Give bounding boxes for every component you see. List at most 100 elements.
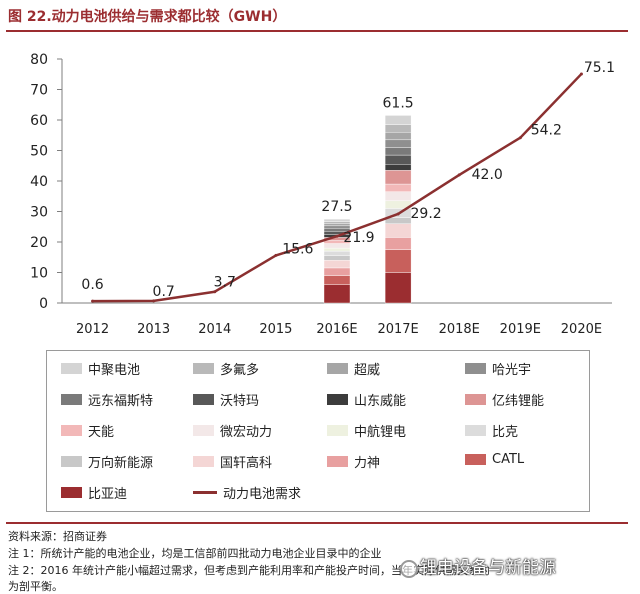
y-tick-label: 60 — [30, 113, 48, 129]
legend-item: 中航锂电 — [327, 421, 406, 440]
y-tick-label: 40 — [30, 174, 48, 190]
legend-item: 动力电池需求 — [193, 483, 301, 502]
demand-point — [518, 136, 522, 140]
legend-label: 天能 — [88, 425, 115, 440]
legend-item: 国轩高科 — [193, 452, 272, 471]
y-tick-label: 20 — [30, 235, 48, 251]
x-tick-label: 2020E — [561, 322, 602, 337]
y-tick-label: 80 — [30, 52, 48, 68]
legend-color-swatch — [193, 425, 214, 436]
bar-total-label: 27.5 — [321, 199, 352, 215]
legend-item: 多氟多 — [193, 359, 259, 378]
legend-label: 超威 — [354, 363, 381, 378]
legend-item: 力神 — [327, 452, 380, 471]
legend-label: 国轩高科 — [220, 456, 273, 471]
legend-label: 中航锂电 — [354, 425, 407, 440]
legend-color-swatch — [61, 363, 82, 374]
legend-item: 超威 — [327, 359, 380, 378]
demand-point — [152, 299, 156, 303]
demand-value-label: 21.9 — [343, 230, 374, 246]
legend-item: 山东威能 — [327, 390, 406, 409]
legend-item: 万向新能源 — [61, 452, 153, 471]
source-note: 资料来源：招商证券 — [8, 530, 107, 543]
demand-point — [396, 212, 400, 216]
demand-value-label: 29.2 — [411, 206, 442, 222]
demand-point — [91, 299, 95, 303]
legend-label: 动力电池需求 — [223, 487, 302, 502]
bar-segment — [323, 267, 351, 276]
legend-color-swatch — [465, 454, 486, 465]
demand-point — [579, 72, 583, 76]
legend-item: 远东福斯特 — [61, 390, 153, 409]
bar-segment — [384, 115, 412, 125]
legend-color-swatch — [61, 456, 82, 467]
demand-point — [457, 173, 461, 177]
bar-segment — [384, 154, 412, 165]
demand-point — [335, 234, 339, 238]
bar-segment — [323, 260, 351, 269]
x-tick-label: 2019E — [500, 322, 541, 337]
legend-color-swatch — [327, 363, 348, 374]
bar-segment — [323, 218, 351, 222]
legend-label: 万向新能源 — [88, 456, 154, 471]
legend-label: 中聚电池 — [88, 363, 141, 378]
legend-label: 比克 — [492, 425, 519, 440]
legend-color-swatch — [327, 425, 348, 436]
legend-color-swatch — [327, 394, 348, 405]
demand-line — [91, 72, 583, 303]
bar-segment — [384, 170, 412, 185]
watermark-logo-icon — [400, 560, 418, 578]
bar-segment — [384, 249, 412, 273]
bar-segment — [384, 183, 412, 192]
x-tick-label: 2017E — [377, 322, 418, 337]
legend-label: CATL — [492, 452, 525, 467]
legend-label: 比亚迪 — [88, 487, 128, 502]
bar-segment — [384, 139, 412, 148]
legend-item: 亿纬锂能 — [465, 390, 544, 409]
legend-label: 哈光宇 — [492, 363, 532, 378]
y-tick-label: 0 — [39, 296, 48, 312]
legend-color-swatch — [61, 487, 82, 498]
legend-label: 亿纬锂能 — [492, 394, 545, 409]
footnote-2: 注 2：2016 年统计产能小幅超过需求，但考虑到产能利用率和产能投产时间，当年… — [8, 564, 490, 577]
x-tick-label: 2014 — [198, 322, 231, 337]
bar-segment — [384, 131, 412, 141]
legend-color-swatch — [465, 394, 486, 405]
x-tick-label: 2012 — [76, 322, 109, 337]
chart-legend: 中聚电池 多氟多 超威 哈光宇远东福斯特 沃特玛 山东威能 亿纬锂能天能 微宏动力 中航锂电 比克… — [46, 350, 590, 512]
legend-item: CATL — [465, 452, 524, 467]
legend-color-swatch — [193, 363, 214, 374]
legend-item: 微宏动力 — [193, 421, 272, 440]
bar-segment — [384, 124, 412, 133]
y-tick-label: 10 — [30, 266, 48, 282]
legend-color-swatch — [193, 456, 214, 467]
legend-label: 沃特玛 — [220, 394, 260, 409]
legend-label: 多氟多 — [220, 363, 260, 378]
legend-color-swatch — [61, 394, 82, 405]
bar-segment — [323, 223, 351, 227]
legend-item: 天能 — [61, 421, 114, 440]
legend-color-swatch — [465, 425, 486, 436]
footer-divider — [6, 522, 628, 524]
title-divider — [6, 30, 628, 32]
data-labels: 27.5 61.5 0.6 0.7 3.7 15.6 21.9 29.2 42.0 54.2 75.… — [81, 60, 615, 300]
x-tick-label: 2013 — [137, 322, 170, 337]
demand-value-label: 54.2 — [531, 123, 562, 139]
legend-line-swatch — [193, 491, 217, 494]
bar-segment — [384, 237, 412, 250]
legend-item: 沃特玛 — [193, 390, 259, 409]
legend-label: 山东威能 — [354, 394, 407, 409]
figure-title: 图 22.动力电池供给与需求都比较（GWH） — [8, 9, 287, 25]
legend-item: 哈光宇 — [465, 359, 531, 378]
bar-segment — [323, 275, 351, 285]
bar-segment — [384, 191, 412, 202]
demand-value-label: 42.0 — [472, 167, 503, 183]
x-tick-label: 2018E — [439, 322, 480, 337]
footnote-2-cont: 为剖平衡。 — [8, 580, 63, 593]
bar-segment — [323, 247, 351, 252]
bar-segment — [384, 272, 412, 304]
y-tick-label: 30 — [30, 205, 48, 221]
bar-segment — [323, 284, 351, 304]
bar-segment — [323, 250, 351, 256]
demand-point — [274, 253, 278, 257]
